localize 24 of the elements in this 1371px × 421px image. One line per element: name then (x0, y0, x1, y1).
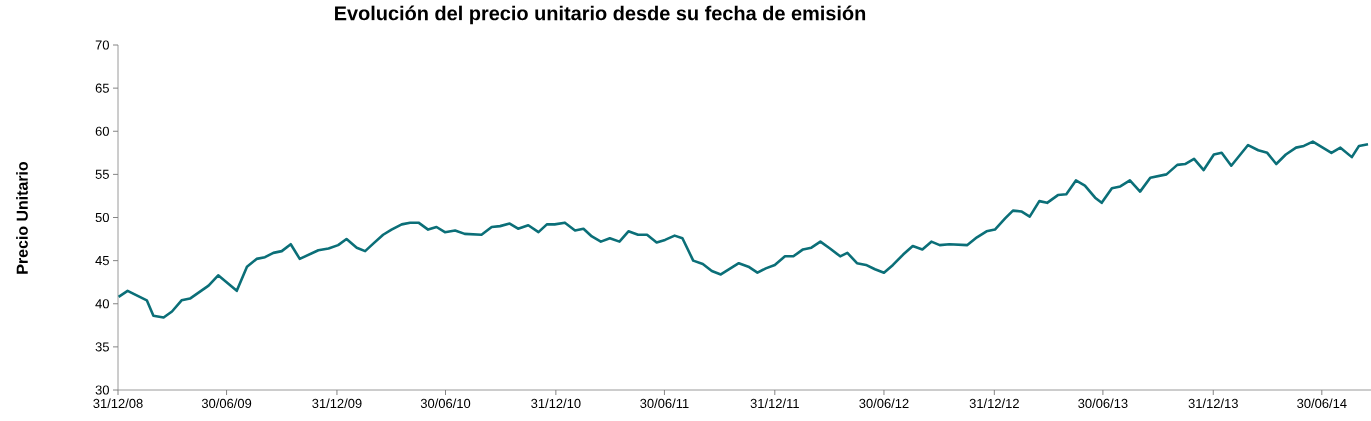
x-tick-label: 31/12/13 (1188, 398, 1238, 409)
x-tick-label: 30/06/11 (640, 398, 689, 409)
line-series (117, 140, 1370, 319)
x-tick-label: 30/06/13 (1078, 398, 1128, 409)
chart-title: Evolución del precio unitario desde su fecha de emisión (335, 5, 866, 25)
x-tick-label: 31/12/08 (93, 398, 143, 409)
x-tick-label: 30/06/12 (859, 398, 909, 409)
x-tick-label: 31/12/10 (531, 398, 581, 409)
x-tick-label: 31/12/11 (750, 398, 799, 409)
x-tick-label: 31/12/12 (969, 398, 1019, 409)
x-tick-label: 30/06/09 (201, 398, 252, 409)
x-tick-label: 31/12/09 (312, 398, 362, 409)
y-tick-label: 60 (95, 126, 109, 136)
y-tick-label: 35 (95, 342, 109, 352)
x-tick-label: 30/06/10 (420, 398, 471, 409)
y-tick-label: 65 (95, 83, 109, 93)
y-tick-label: 50 (95, 212, 109, 223)
y-tick-label: 55 (95, 169, 109, 179)
y-tick-label: 45 (95, 256, 109, 266)
x-tick-label: 30/06/14 (1297, 398, 1347, 409)
y-tick-label: 70 (95, 40, 109, 50)
y-tick-label: 30 (95, 385, 109, 395)
y-tick-label: 40 (95, 299, 109, 309)
y-axis-title: Precio Unitario (16, 161, 28, 274)
